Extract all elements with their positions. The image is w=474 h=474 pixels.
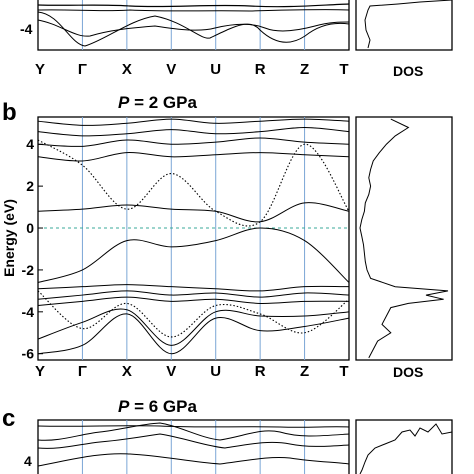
kpoint-label: Y — [35, 363, 45, 380]
panel-b-title-rest: = 2 GPa — [129, 93, 197, 112]
band-line — [37, 126, 350, 137]
band-line — [37, 313, 350, 355]
panel-a: -4 Y Γ X V U R Z T DOS — [20, 0, 453, 79]
kpoint-label: Γ — [78, 61, 87, 78]
kpoint-label: Y — [35, 61, 45, 78]
kpoint-label: V — [166, 61, 176, 78]
panel-c-title-p: P — [118, 397, 130, 416]
kpoint-label: T — [339, 61, 348, 78]
band-line — [37, 152, 350, 162]
panel-a-dos-label: DOS — [393, 63, 423, 79]
band-line — [37, 284, 350, 292]
kpoint-label: Z — [300, 61, 309, 78]
kpoint-label: X — [122, 61, 132, 78]
panel-a-ytick: -4 — [20, 21, 33, 37]
panel-a-band-frame — [37, 0, 350, 51]
dotted-band-line — [37, 139, 350, 227]
panel-a-dos-frame — [355, 0, 453, 51]
ytick-label: -2 — [22, 262, 35, 278]
dotted-band-line — [37, 290, 350, 338]
ytick-label: -4 — [22, 304, 35, 320]
ytick-label: 4 — [26, 136, 34, 152]
panel-b-dos-frame — [355, 116, 453, 361]
panel-c-title: P = 6 GPa — [118, 397, 197, 416]
panel-b-title: P = 2 GPa — [118, 93, 197, 112]
panel-c-band — [37, 453, 350, 467]
panel-b-dos-curve — [359, 118, 449, 359]
band-line — [37, 290, 350, 300]
band-line — [37, 137, 350, 147]
panel-b-dos-label: DOS — [393, 364, 423, 380]
panel-c-band — [37, 425, 350, 428]
kpoint-label: T — [339, 363, 348, 380]
panel-c: c P = 6 GPa 4 — [2, 397, 453, 474]
panel-b-ylabel: Energy (eV) — [1, 199, 17, 277]
band-line — [37, 227, 350, 283]
panel-a-band — [37, 3, 350, 8]
panel-c-band — [37, 422, 350, 441]
panel-b: b P = 2 GPa 4 2 0 -2 -4 -6 Energy (eV) Y Γ X V U R… — [1, 93, 453, 380]
panel-a-dos-curve — [364, 0, 453, 49]
band-line — [37, 118, 350, 126]
ytick-label: 2 — [26, 178, 34, 194]
panel-c-letter: c — [2, 405, 15, 432]
band-line — [37, 202, 350, 223]
kpoint-label: X — [122, 363, 132, 380]
kpoint-label: Z — [300, 363, 309, 380]
panel-b-title-p: P — [118, 93, 130, 112]
panel-a-band — [37, 19, 350, 37]
kpoint-label: V — [166, 363, 176, 380]
ytick-label: -6 — [22, 346, 35, 362]
ytick-label: 0 — [26, 220, 34, 236]
kpoint-label: Γ — [78, 363, 87, 380]
kpoint-label: R — [255, 61, 266, 78]
panel-b-kpoint-lines — [81, 117, 306, 360]
panel-c-title-rest: = 6 GPa — [129, 397, 197, 416]
panel-a-band — [37, 11, 350, 47]
panel-c-dos-curve — [359, 423, 453, 474]
panel-b-letter: b — [2, 99, 17, 126]
panel-c-band-frame — [37, 419, 350, 474]
panel-c-dos-frame — [355, 419, 453, 474]
panel-b-bands — [37, 118, 350, 355]
panel-a-band — [37, 9, 350, 12]
panel-a-bands — [37, 3, 350, 47]
panel-a-kpoint-lines — [81, 0, 306, 50]
panel-b-dotted-bands — [37, 139, 350, 338]
kpoint-label: U — [210, 61, 221, 78]
panel-c-kpoint-lines — [81, 420, 306, 474]
kpoint-label: R — [255, 363, 266, 380]
panel-b-yticks: 4 2 0 -2 -4 -6 — [22, 136, 43, 362]
band-line — [37, 308, 350, 346]
band-line — [37, 296, 350, 307]
panel-c-ytick: 4 — [24, 453, 32, 469]
panel-b-band-frame — [37, 116, 350, 361]
kpoint-label: U — [210, 363, 221, 380]
panel-c-band — [37, 433, 350, 449]
panel-c-bands — [37, 422, 350, 467]
